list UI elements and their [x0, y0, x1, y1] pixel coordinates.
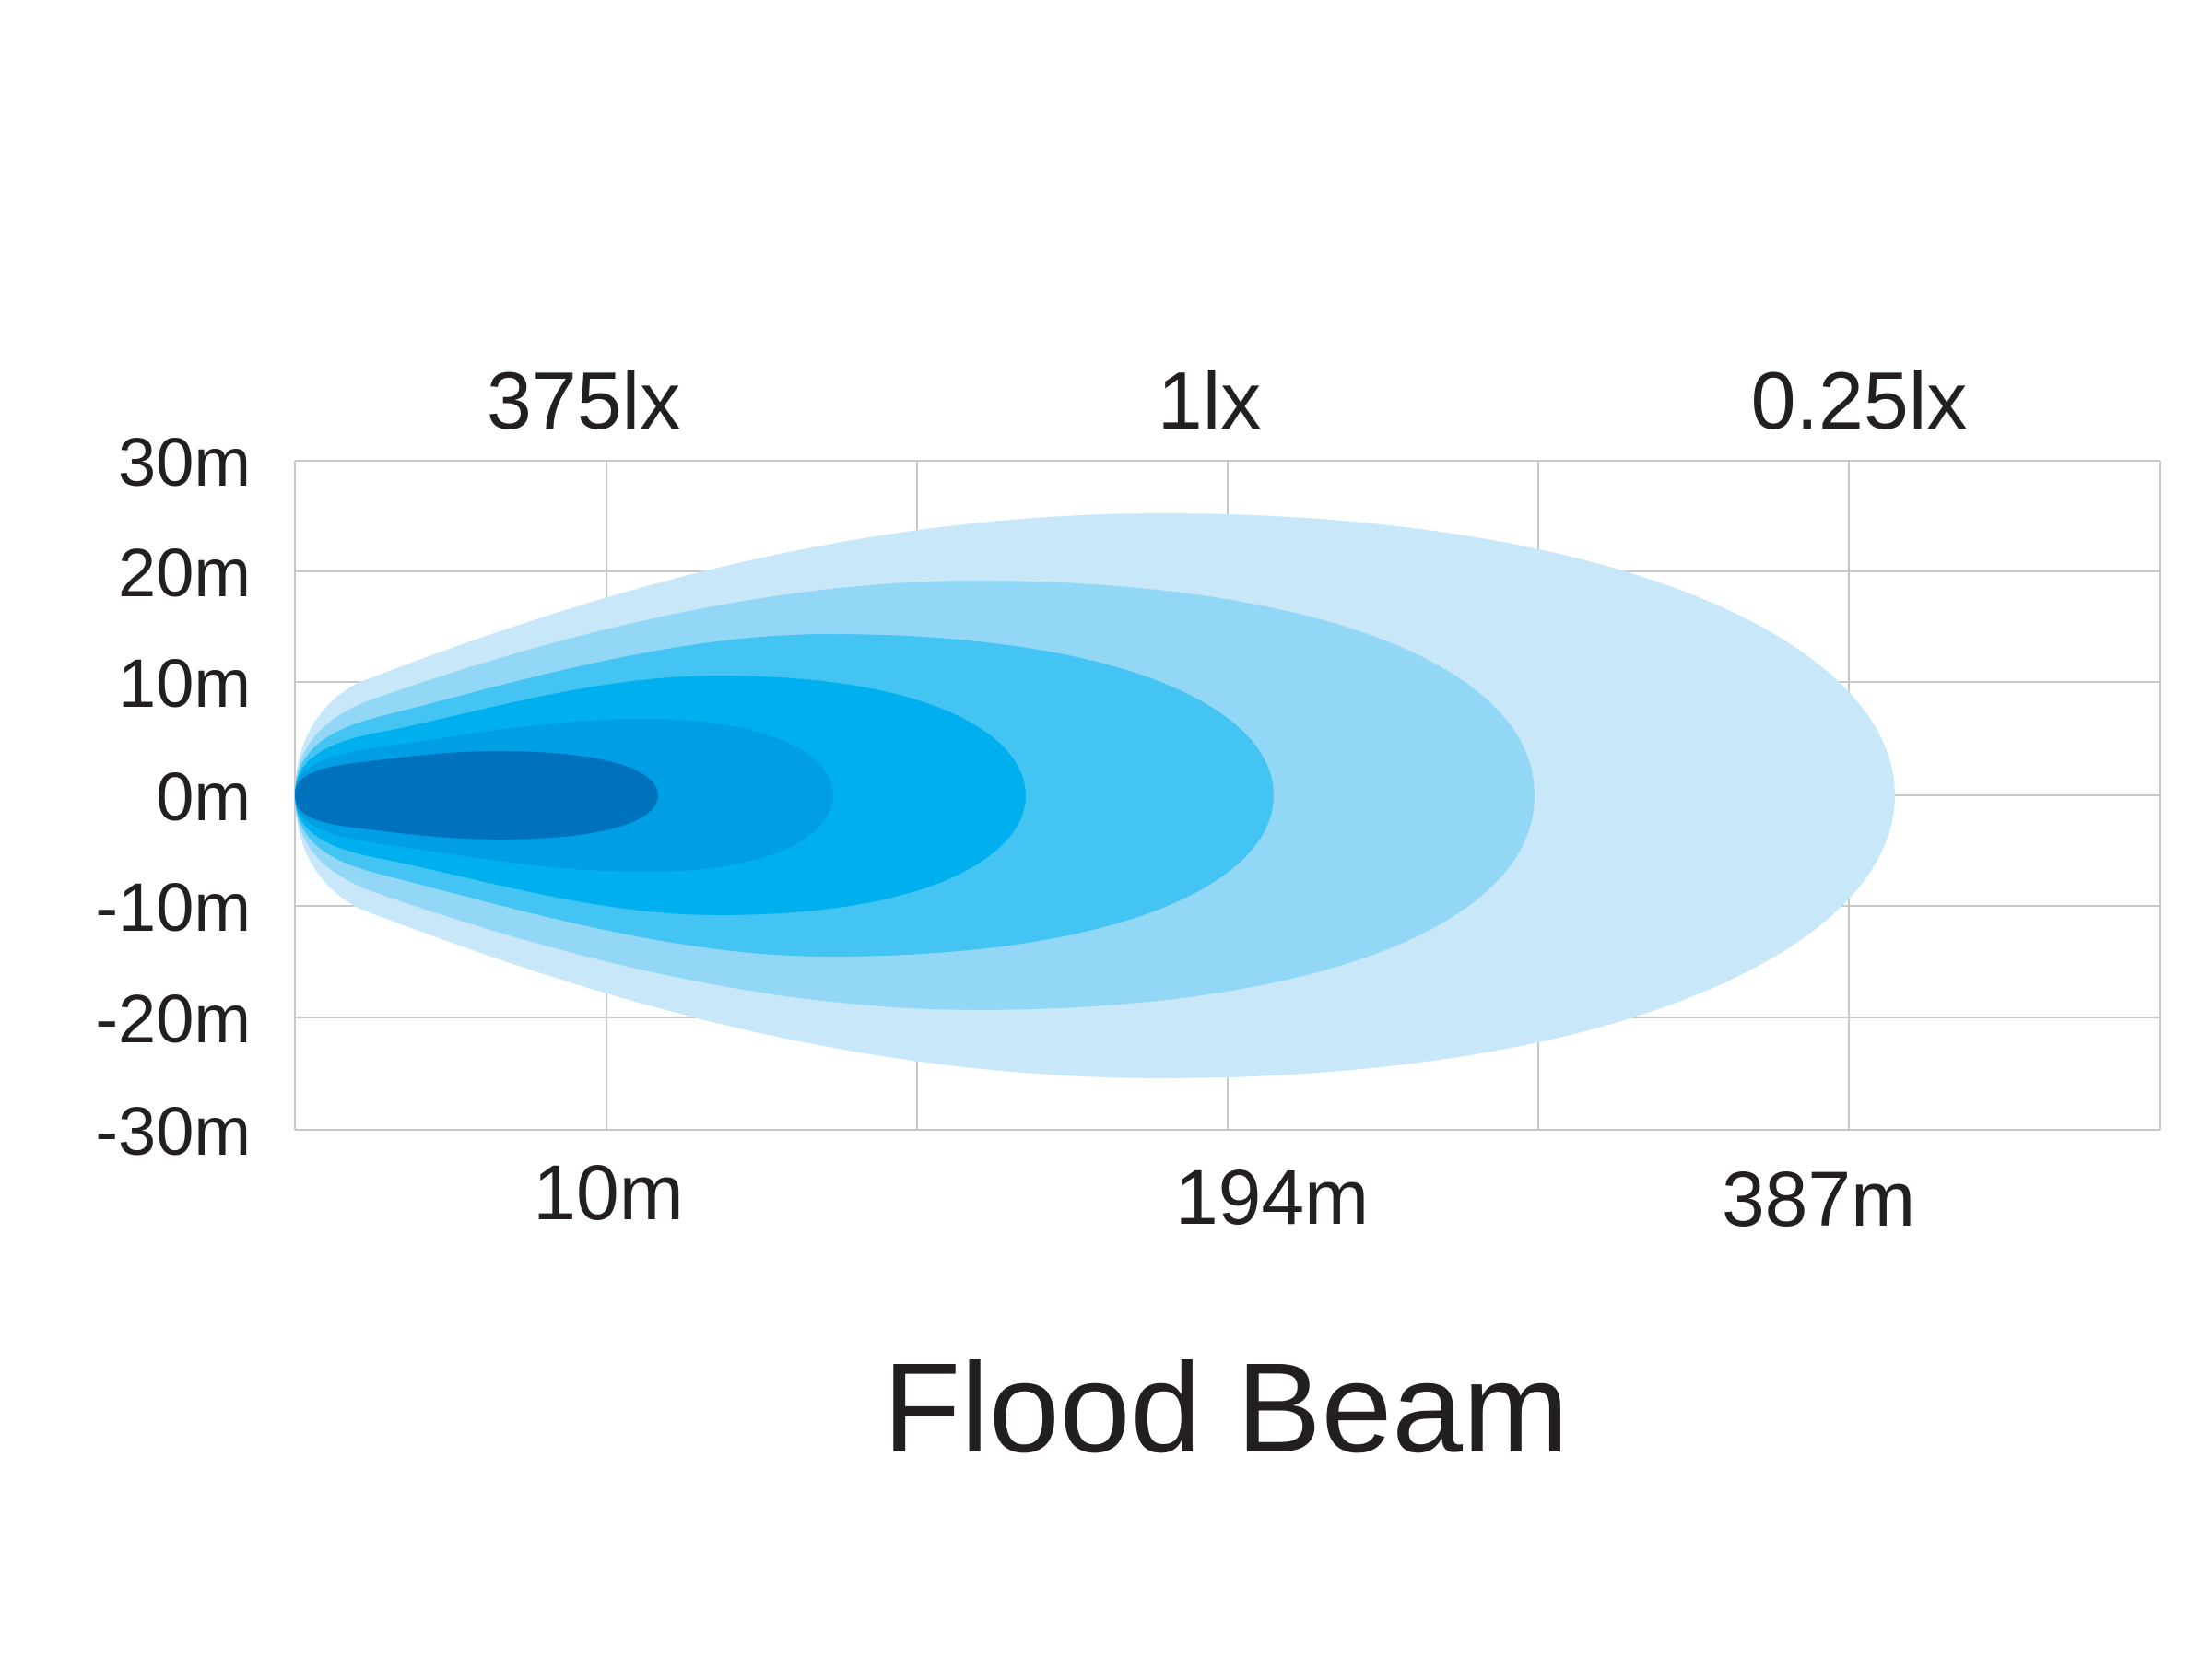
distance-label-194m: 194m	[1175, 1154, 1369, 1240]
y-axis-labels: 30m 20m 10m 0m -10m -20m -30m	[95, 424, 251, 1169]
beam-zones	[295, 513, 1895, 1078]
lux-label-1lx: 1lx	[1158, 355, 1262, 446]
y-label-neg20m: -20m	[95, 981, 251, 1057]
lux-labels: 375lx 1lx 0.25lx	[487, 355, 1968, 446]
y-label-30m: 30m	[118, 424, 251, 500]
diagram-title: Flood Beam	[883, 1337, 1569, 1479]
y-label-0m: 0m	[156, 758, 251, 835]
distance-label-10m: 10m	[533, 1149, 683, 1236]
lux-label-375lx: 375lx	[487, 355, 680, 446]
distance-label-387m: 387m	[1722, 1156, 1915, 1242]
y-label-neg30m: -30m	[95, 1093, 251, 1169]
y-label-20m: 20m	[118, 535, 251, 611]
beam-zone-6	[295, 751, 658, 840]
y-label-10m: 10m	[118, 645, 251, 722]
lux-label-0-25lx: 0.25lx	[1751, 355, 1968, 446]
y-label-neg10m: -10m	[95, 869, 251, 946]
distance-labels: 10m 194m 387m	[533, 1149, 1915, 1242]
